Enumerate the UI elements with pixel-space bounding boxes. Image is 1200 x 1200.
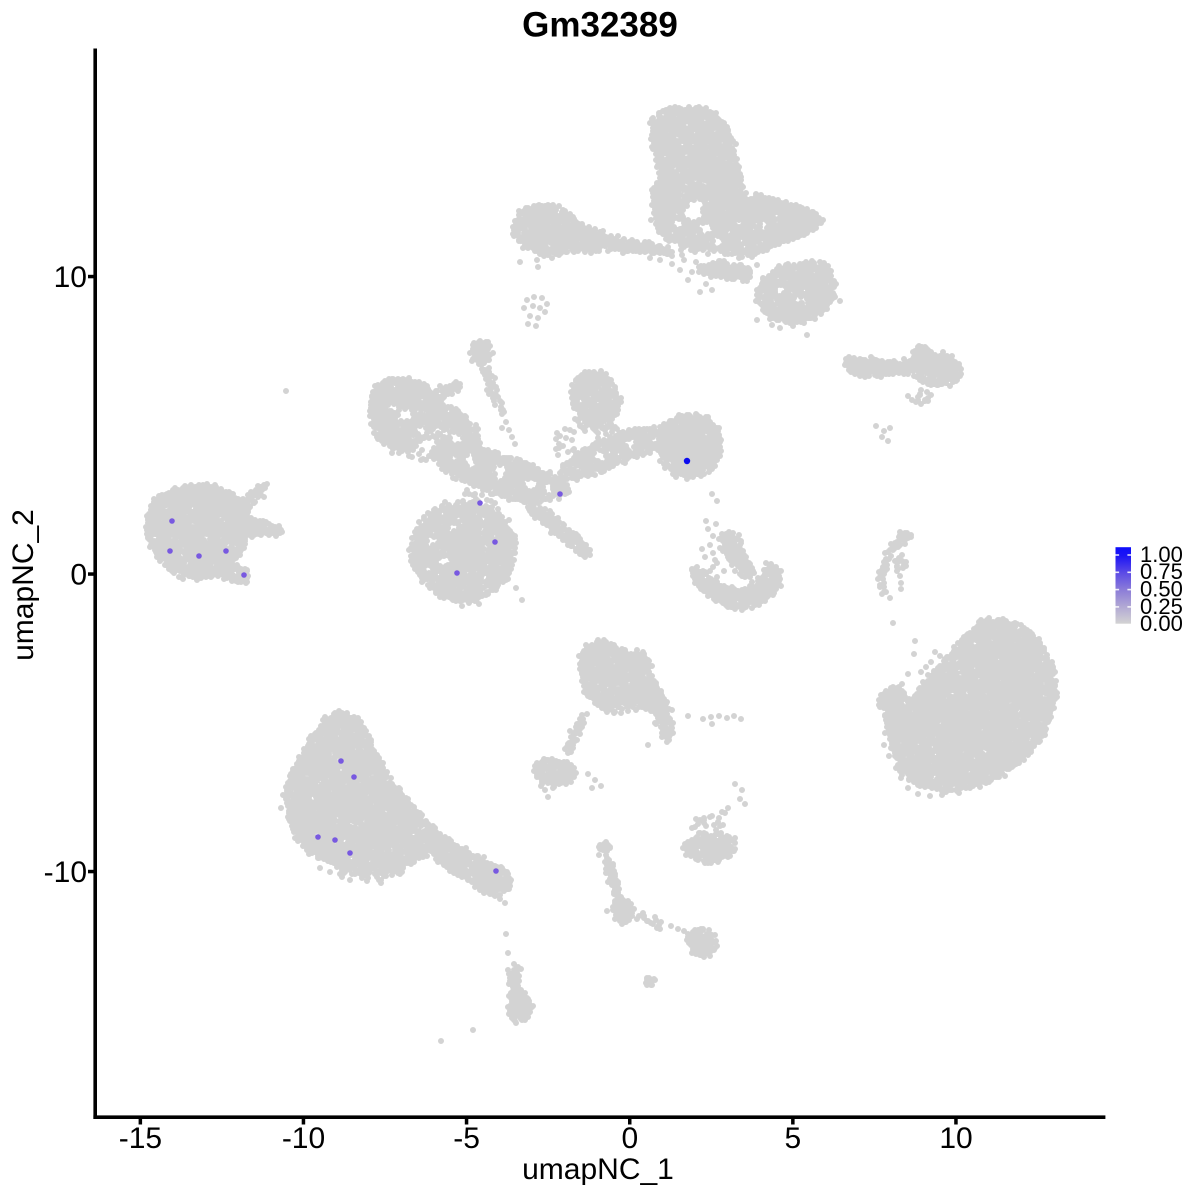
svg-text:5: 5 [785,1122,802,1155]
svg-text:0.50: 0.50 [1140,577,1183,602]
svg-text:10: 10 [54,261,87,294]
svg-text:umapNC_1: umapNC_1 [522,1153,674,1186]
svg-text:0.75: 0.75 [1140,559,1183,584]
svg-text:-15: -15 [119,1122,162,1155]
svg-text:Gm32389: Gm32389 [522,5,678,44]
svg-text:-10: -10 [282,1122,325,1155]
svg-text:umapNC_2: umapNC_2 [7,509,40,661]
svg-text:0.00: 0.00 [1140,611,1183,636]
svg-text:-5: -5 [453,1122,480,1155]
svg-text:0.25: 0.25 [1140,594,1183,619]
svg-text:0: 0 [621,1122,638,1155]
svg-text:1.00: 1.00 [1140,542,1183,567]
svg-text:0: 0 [70,559,87,592]
svg-text:10: 10 [939,1122,972,1155]
svg-text:-10: -10 [44,856,87,889]
